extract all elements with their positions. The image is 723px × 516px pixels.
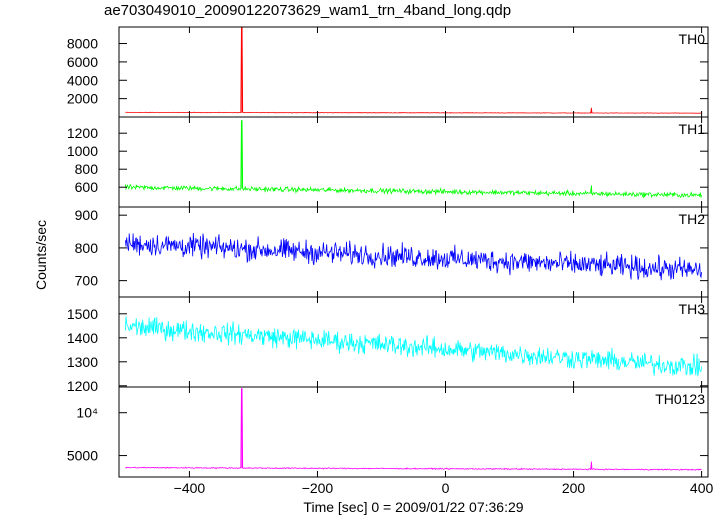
panel-frame-th2 — [118, 206, 709, 298]
x-axis-label: Time [sec] 0 = 2009/01/22 07:36:29 — [303, 499, 523, 515]
y-tick-label: 10⁴ — [76, 405, 98, 421]
y-tick-label: 1200 — [67, 378, 98, 394]
series-th1 — [125, 120, 702, 199]
panel-frame-th0123 — [118, 386, 709, 478]
series-th0123 — [125, 388, 702, 471]
y-tick-label: 1300 — [67, 354, 98, 370]
x-tick-label: −400 — [174, 480, 206, 496]
y-tick-label: 600 — [75, 179, 99, 195]
y-tick-label: 1000 — [67, 143, 98, 159]
panel-label-th3: TH3 — [679, 301, 706, 317]
y-tick-label: 800 — [75, 240, 99, 256]
series-th3 — [125, 316, 702, 377]
x-tick-label: 200 — [562, 480, 586, 496]
panel-label-th0: TH0 — [679, 31, 706, 47]
y-tick-label: 900 — [75, 207, 99, 223]
y-tick-label: 1200 — [67, 125, 98, 141]
y-tick-label: 4000 — [67, 72, 98, 88]
y-tick-label: 1400 — [67, 330, 98, 346]
y-tick-label: 5000 — [67, 448, 98, 464]
x-tick-label: 400 — [690, 480, 714, 496]
y-axis-label: Counts/sec — [33, 220, 49, 290]
series-th2 — [125, 232, 702, 281]
y-tick-label: 2000 — [67, 91, 98, 107]
y-tick-label: 6000 — [67, 54, 98, 70]
x-tick-label: −200 — [302, 480, 334, 496]
panel-label-th1: TH1 — [679, 121, 706, 137]
x-tick-label: 0 — [442, 480, 450, 496]
series-th0 — [125, 27, 702, 114]
panel-label-th0123: TH0123 — [655, 391, 705, 407]
panel-frame-th0 — [118, 26, 709, 118]
y-tick-label: 1500 — [67, 306, 98, 322]
panel-frame-th3 — [118, 296, 709, 388]
chart-title: ae703049010_20090122073629_wam1_trn_4ban… — [104, 2, 512, 19]
y-tick-label: 700 — [75, 273, 99, 289]
y-tick-label: 8000 — [67, 36, 98, 52]
y-tick-label: 800 — [75, 161, 99, 177]
panel-label-th2: TH2 — [679, 211, 706, 227]
